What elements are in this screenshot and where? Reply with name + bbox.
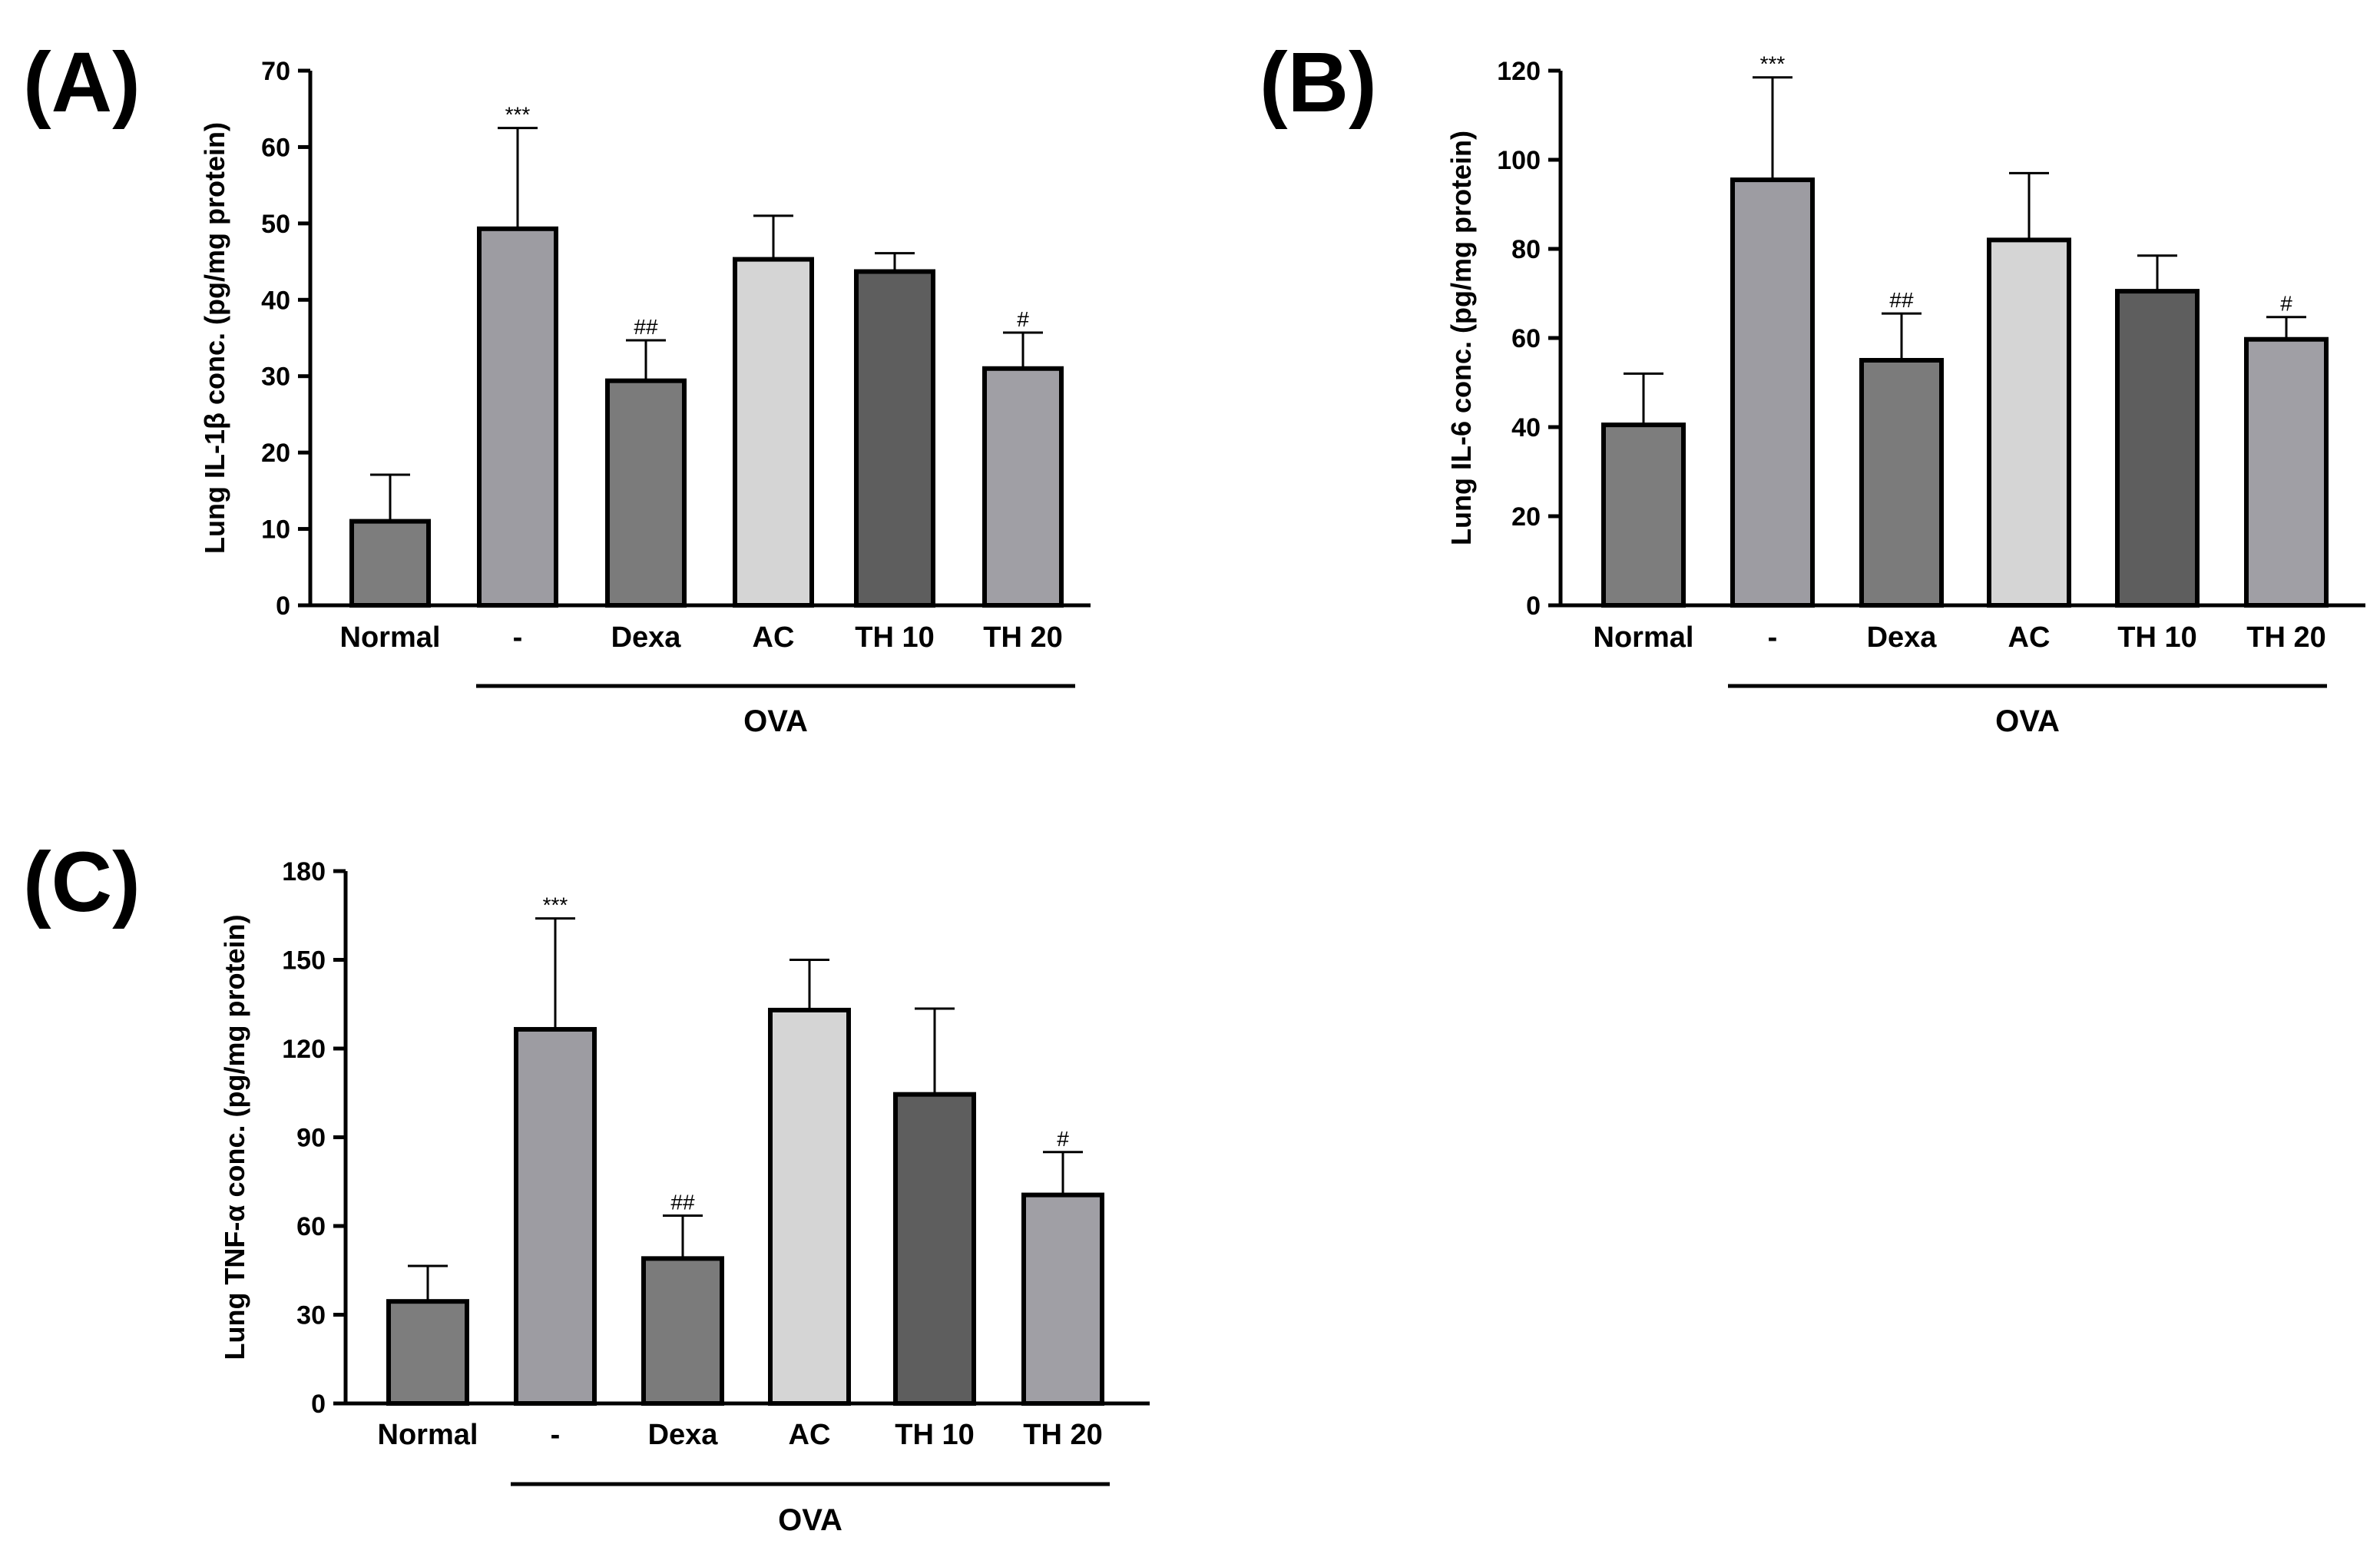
bar-th10 (854, 269, 935, 608)
y-tick-label: 60 (296, 1212, 326, 1241)
significance-mark: # (1057, 1127, 1069, 1151)
category-label: Dexa (611, 621, 682, 654)
category-label: AC (789, 1419, 831, 1451)
bar-dexa (1859, 358, 1944, 608)
bar-dexa (641, 1256, 724, 1406)
bar-ac (1987, 237, 2071, 608)
y-tick-label: 0 (311, 1390, 326, 1419)
category-label: AC (753, 621, 795, 654)
bar-ac (768, 1007, 851, 1406)
y-tick-label: 20 (261, 439, 290, 468)
significance-mark: # (1017, 307, 1029, 331)
y-tick-label: 90 (296, 1124, 326, 1153)
y-tick-label: 150 (282, 946, 326, 976)
category-label: - (551, 1419, 561, 1451)
category-label: - (513, 621, 523, 654)
y-tick-label: 180 (282, 857, 326, 886)
category-label: TH 20 (983, 621, 1062, 654)
category-label: AC (2008, 621, 2051, 654)
significance-mark: ## (1889, 288, 1914, 312)
y-tick-label: 40 (261, 286, 290, 315)
category-label: TH 20 (1023, 1419, 1102, 1451)
category-label: TH 10 (855, 621, 934, 654)
significance-mark: *** (505, 103, 531, 127)
significance-mark: ## (634, 315, 658, 339)
bar-normal (349, 519, 431, 608)
y-tick-label: 60 (261, 133, 290, 162)
bar-dexa (605, 378, 687, 608)
y-tick-label: 30 (296, 1301, 326, 1330)
y-tick-label: 0 (1526, 591, 1541, 621)
y-tick-label: 10 (261, 515, 290, 545)
group-label: OVA (743, 704, 808, 738)
significance-mark: *** (543, 893, 568, 917)
bar-normal (386, 1299, 469, 1407)
y-tick-label: 0 (276, 591, 290, 621)
bar-th20 (982, 366, 1064, 608)
bar-th10 (893, 1092, 976, 1407)
panel-a: (A) 0 10 20 30 40 50 60 70 Lung IL-1β conc. (pg/m… (23, 35, 1091, 738)
category-label: Normal (340, 621, 441, 654)
category-label: - (1768, 621, 1778, 654)
bar-ac (733, 257, 814, 608)
bar-normal (1601, 422, 1686, 608)
y-tick-label: 120 (1497, 57, 1541, 86)
panel-label: (A) (23, 35, 141, 130)
significance-mark: # (2280, 292, 2292, 316)
group-label: OVA (1995, 704, 2060, 738)
y-tick-label: 20 (1511, 502, 1541, 532)
group-label: OVA (778, 1503, 842, 1537)
category-label: TH 20 (2246, 621, 2325, 654)
y-axis-title: Lung IL-6 conc. (pg/mg protein) (1445, 131, 1477, 545)
category-label: Normal (1594, 621, 1694, 654)
y-axis-title: Lung TNF-α conc. (pg/mg protein) (219, 914, 250, 1360)
bar-ova (477, 226, 558, 608)
y-tick-label: 60 (1511, 324, 1541, 353)
panel-b: (B) 0 20 40 60 80 100 120 Lung IL-6 conc. (pg/mg… (1260, 35, 2365, 738)
y-tick-label: 30 (261, 363, 290, 392)
y-axis-title: Lung IL-1β conc. (pg/mg protein) (199, 122, 230, 554)
y-tick-label: 80 (1511, 235, 1541, 264)
significance-mark: *** (1760, 52, 1786, 76)
bar-th20 (2244, 336, 2329, 608)
y-tick-label: 100 (1497, 146, 1541, 175)
bar-th20 (1021, 1192, 1104, 1406)
category-label: Normal (378, 1419, 478, 1451)
significance-mark: ## (670, 1191, 695, 1214)
panel-label: (B) (1260, 35, 1377, 130)
panel-c: (C) 0 30 60 90 120 150 180 Lung TNF-α conc. (pg/… (23, 835, 1150, 1537)
category-label: Dexa (1867, 621, 1938, 654)
panel-label: (C) (23, 835, 141, 929)
bar-ova (1730, 177, 1815, 608)
bar-ova (514, 1026, 597, 1406)
y-tick-label: 120 (282, 1035, 326, 1064)
category-label: TH 10 (2117, 621, 2196, 654)
y-tick-label: 40 (1511, 413, 1541, 442)
y-tick-label: 50 (261, 210, 290, 239)
category-label: Dexa (648, 1419, 719, 1451)
bar-th10 (2115, 289, 2200, 608)
y-tick-label: 70 (261, 57, 290, 86)
category-label: TH 10 (895, 1419, 974, 1451)
